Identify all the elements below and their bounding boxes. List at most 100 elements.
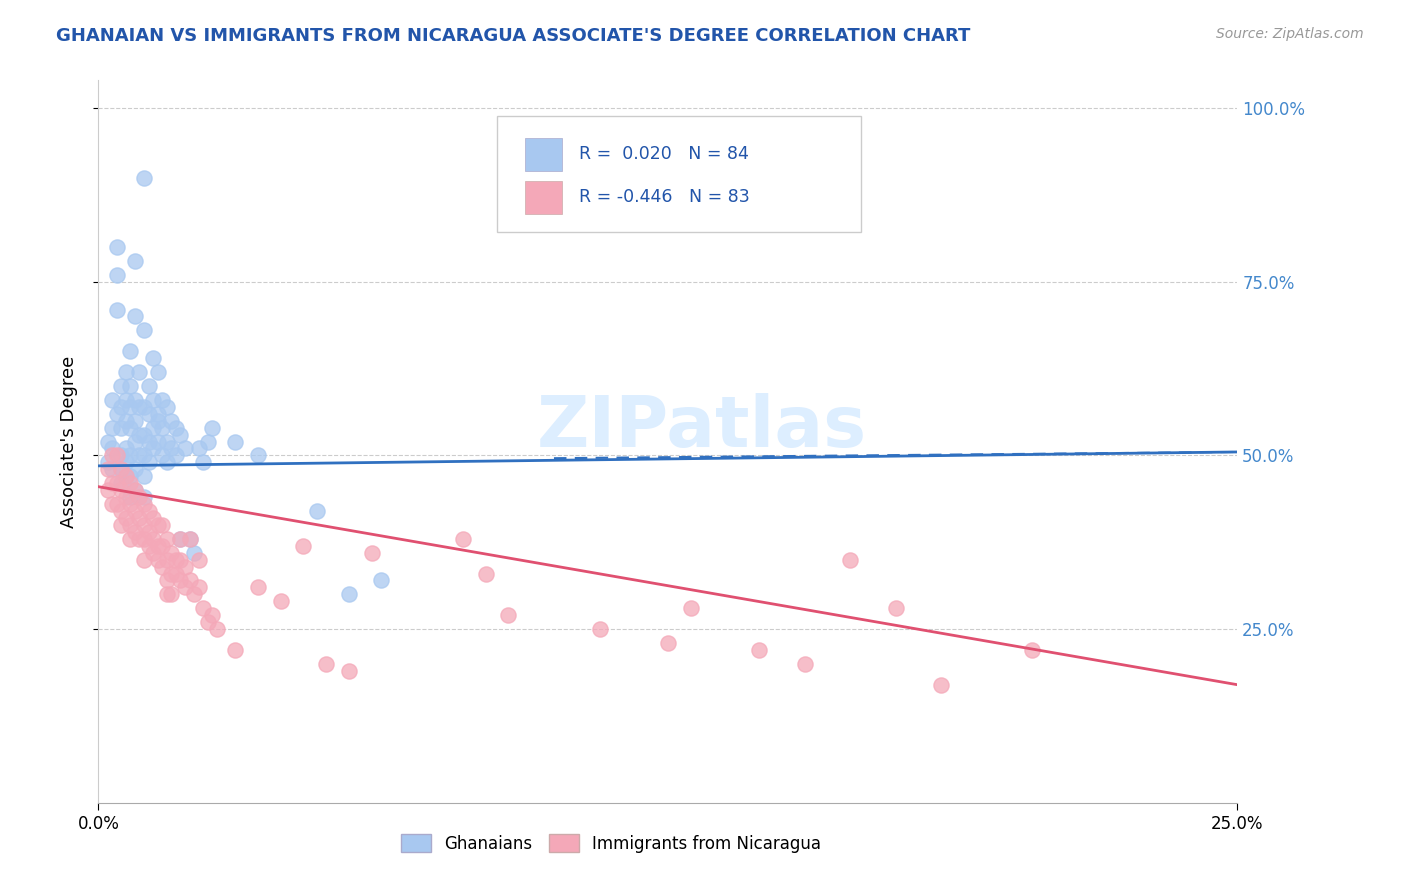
Point [246, 449, 269, 463]
Point [132, 552, 155, 566]
Point [307, 504, 329, 518]
Point [160, 566, 183, 581]
Point [110, 476, 132, 491]
Point [138, 455, 160, 469]
Point [146, 414, 169, 428]
Point [174, 581, 197, 595]
Point [150, 517, 173, 532]
Point [128, 532, 150, 546]
Point [146, 365, 169, 379]
Point [156, 587, 179, 601]
Point [124, 310, 146, 324]
Point [128, 365, 150, 379]
Point [197, 615, 219, 630]
Point [124, 483, 146, 498]
Point [142, 392, 165, 407]
Point [132, 449, 155, 463]
Point [132, 323, 155, 337]
Point [110, 462, 132, 476]
Text: R =  0.020   N = 84: R = 0.020 N = 84 [579, 145, 749, 163]
Point [169, 532, 191, 546]
Point [101, 420, 124, 434]
Point [110, 504, 132, 518]
Point [105, 449, 128, 463]
Point [120, 449, 142, 463]
Point [224, 434, 246, 449]
Point [187, 552, 209, 566]
Point [124, 504, 146, 518]
Point [197, 434, 219, 449]
Point [105, 302, 128, 317]
Point [124, 462, 146, 476]
Point [120, 476, 142, 491]
Point [156, 552, 179, 566]
Point [337, 664, 360, 678]
Point [657, 636, 679, 650]
Point [315, 657, 337, 671]
Point [588, 622, 610, 636]
Point [120, 400, 142, 414]
Point [179, 574, 201, 588]
Point [156, 400, 179, 414]
Point [124, 414, 146, 428]
Point [146, 434, 169, 449]
Point [150, 392, 173, 407]
Point [128, 511, 150, 525]
Point [169, 574, 191, 588]
Point [110, 379, 132, 393]
Point [110, 462, 132, 476]
Point [142, 420, 165, 434]
Point [132, 400, 155, 414]
Point [114, 414, 136, 428]
Point [101, 476, 124, 491]
Point [105, 497, 128, 511]
Point [124, 434, 146, 449]
Point [169, 552, 191, 566]
Point [120, 497, 142, 511]
Point [138, 524, 160, 539]
Point [160, 414, 183, 428]
Point [132, 469, 155, 483]
Point [132, 427, 155, 442]
Point [132, 497, 155, 511]
Point [183, 546, 205, 560]
Point [156, 574, 179, 588]
Point [110, 400, 132, 414]
Point [150, 559, 173, 574]
Point [839, 552, 862, 566]
Point [270, 594, 292, 608]
Point [128, 449, 150, 463]
Bar [526, 138, 562, 170]
Point [146, 539, 169, 553]
Point [150, 449, 173, 463]
Point [120, 420, 142, 434]
Y-axis label: Associate's Degree: Associate's Degree [59, 355, 77, 528]
Point [165, 420, 187, 434]
Point [128, 427, 150, 442]
Point [105, 476, 128, 491]
Point [114, 392, 136, 407]
Point [193, 601, 215, 615]
Text: ZIPatlas: ZIPatlas [537, 392, 868, 461]
Point [96, 462, 118, 476]
Point [128, 490, 150, 504]
Point [132, 490, 155, 504]
Point [156, 532, 179, 546]
Point [114, 455, 136, 469]
Point [748, 643, 770, 657]
Point [120, 469, 142, 483]
Point [160, 442, 183, 456]
Point [793, 657, 815, 671]
FancyBboxPatch shape [498, 116, 862, 232]
Point [165, 566, 187, 581]
Point [187, 442, 209, 456]
Point [224, 643, 246, 657]
Point [150, 539, 173, 553]
Point [120, 517, 142, 532]
Point [138, 434, 160, 449]
Point [160, 546, 183, 560]
Point [114, 469, 136, 483]
Point [179, 532, 201, 546]
Point [114, 490, 136, 504]
Point [110, 483, 132, 498]
